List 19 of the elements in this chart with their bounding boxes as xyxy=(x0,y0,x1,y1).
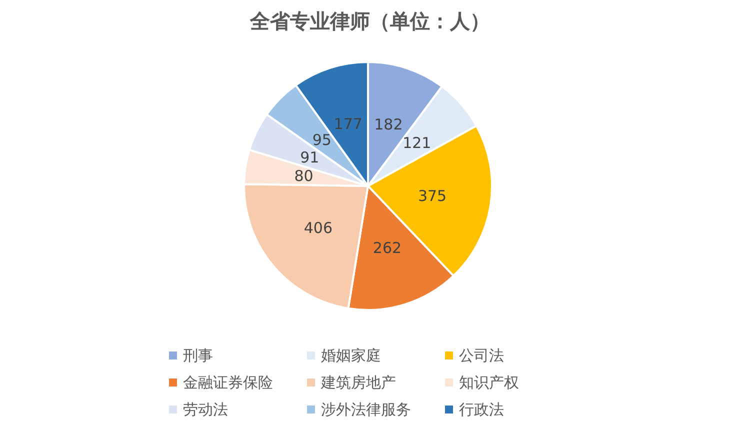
legend-label: 婚姻家庭 xyxy=(321,346,381,364)
legend-label: 建筑房地产 xyxy=(320,374,396,392)
data-label: 121 xyxy=(402,134,432,152)
legend-label: 知识产权 xyxy=(459,374,519,392)
legend-label: 涉外法律服务 xyxy=(321,400,411,418)
legend-label: 公司法 xyxy=(459,346,504,364)
data-label: 182 xyxy=(374,115,403,134)
data-label: 262 xyxy=(372,239,402,258)
data-label: 177 xyxy=(334,115,362,134)
data-label: 375 xyxy=(418,186,447,205)
legend-label: 行政法 xyxy=(459,400,504,418)
data-label: 406 xyxy=(304,218,333,237)
legend-label: 劳动法 xyxy=(183,400,228,418)
chart-title: 全省专业律师（单位：人） xyxy=(249,9,490,33)
data-label: 91 xyxy=(300,148,320,166)
data-label: 80 xyxy=(294,166,314,185)
legend-label: 刑事 xyxy=(183,346,213,364)
data-label: 95 xyxy=(312,131,332,150)
legend-label: 金融证券保险 xyxy=(183,374,273,392)
